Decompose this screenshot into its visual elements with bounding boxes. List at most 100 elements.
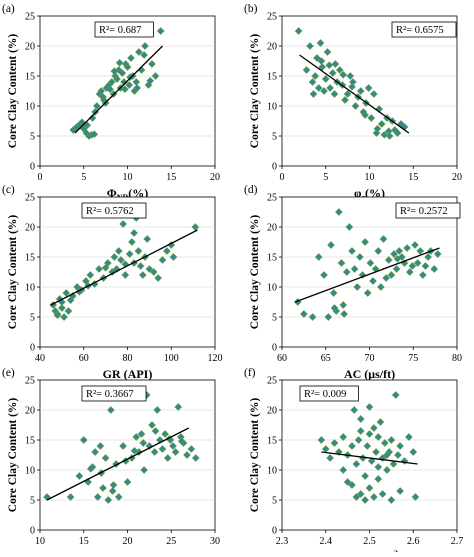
- r2-label: R²= 0.009: [304, 389, 346, 400]
- data-point: [294, 27, 303, 35]
- panel-label: (f): [244, 367, 256, 379]
- data-point: [356, 427, 365, 435]
- data-point: [352, 493, 361, 501]
- data-point: [370, 90, 378, 98]
- data-point: [377, 120, 386, 128]
- data-point: [308, 78, 317, 86]
- y-tick-label: 0: [272, 526, 277, 537]
- data-point: [136, 262, 145, 270]
- data-point: [411, 241, 419, 249]
- y-tick-label: 20: [25, 223, 35, 234]
- data-point: [90, 130, 99, 139]
- plot-frame: [281, 15, 458, 167]
- data-point: [120, 78, 128, 86]
- data-point: [123, 478, 132, 486]
- data-point: [133, 84, 141, 92]
- data-point: [128, 238, 136, 246]
- data-point: [350, 265, 359, 273]
- data-point: [324, 313, 333, 321]
- data-point: [370, 493, 378, 501]
- y-tick-label: 20: [267, 223, 277, 234]
- data-point: [148, 60, 156, 68]
- y-tick-label: 25: [267, 376, 277, 387]
- data-point: [385, 132, 394, 140]
- data-point: [328, 69, 337, 77]
- data-point: [156, 436, 164, 444]
- data-point: [416, 247, 425, 255]
- data-point: [95, 265, 103, 273]
- data-point: [107, 406, 115, 414]
- data-point: [361, 111, 369, 119]
- data-point: [108, 268, 117, 276]
- data-point: [86, 464, 95, 473]
- data-point: [391, 391, 400, 399]
- x-tick-label: 60: [79, 353, 89, 364]
- data-point: [107, 78, 116, 86]
- data-point: [367, 114, 376, 122]
- plot-frame: [281, 196, 458, 348]
- data-point: [99, 484, 107, 492]
- data-point: [372, 129, 381, 137]
- data-point: [117, 256, 125, 264]
- data-point: [383, 451, 391, 459]
- data-point: [137, 430, 146, 438]
- y-axis-label: Core Clay Content (%): [249, 215, 261, 330]
- y-tick-label: 15: [267, 436, 277, 447]
- data-point: [314, 253, 323, 261]
- data-point: [330, 90, 339, 98]
- y-axis-label: Core Clay Content (%): [7, 398, 19, 513]
- y-tick-label: 25: [25, 376, 35, 387]
- y-tick-label: 5: [30, 313, 35, 324]
- y-tick-label: 10: [267, 283, 277, 294]
- data-point: [366, 259, 375, 267]
- y-tick-label: 10: [25, 102, 35, 113]
- x-tick-label: 2.3: [276, 536, 289, 547]
- data-point: [149, 268, 158, 276]
- data-point: [138, 271, 147, 279]
- data-point: [86, 271, 95, 279]
- x-axis-label: GR (API): [103, 367, 153, 381]
- plot-frame: [39, 196, 216, 348]
- data-point: [121, 457, 130, 465]
- data-point: [365, 484, 374, 492]
- data-point: [413, 259, 422, 267]
- x-tick-label: 100: [164, 353, 179, 364]
- data-point: [396, 442, 404, 450]
- data-point: [140, 466, 148, 474]
- trend-line: [46, 427, 190, 501]
- y-tick-label: 0: [30, 526, 35, 537]
- data-point: [134, 247, 143, 255]
- data-point: [331, 60, 340, 68]
- data-point: [384, 127, 393, 136]
- data-point: [361, 496, 369, 504]
- data-point: [83, 121, 92, 130]
- data-point: [352, 460, 361, 468]
- data-point: [341, 96, 349, 104]
- data-point: [383, 466, 391, 474]
- y-tick-label: 5: [272, 313, 277, 324]
- data-point: [66, 296, 75, 305]
- data-point: [387, 271, 396, 279]
- x-tick-label: 10: [35, 536, 45, 547]
- data-point: [146, 76, 155, 85]
- y-tick-label: 5: [30, 496, 35, 507]
- data-point: [329, 289, 338, 297]
- data-point: [293, 298, 302, 306]
- y-tick-label: 0: [272, 162, 277, 173]
- data-point: [364, 84, 373, 92]
- panel-label: (d): [244, 184, 258, 196]
- data-point: [370, 424, 378, 432]
- data-point: [309, 90, 318, 98]
- data-point: [384, 256, 393, 264]
- data-point: [96, 442, 105, 450]
- data-point: [79, 436, 88, 444]
- data-point: [378, 490, 387, 498]
- data-point: [308, 313, 317, 321]
- y-tick-label: 0: [30, 343, 35, 354]
- data-point: [356, 87, 365, 95]
- y-tick-label: 15: [25, 436, 35, 447]
- x-tick-label: 30: [210, 536, 220, 547]
- data-point: [369, 277, 377, 285]
- data-point: [392, 265, 401, 273]
